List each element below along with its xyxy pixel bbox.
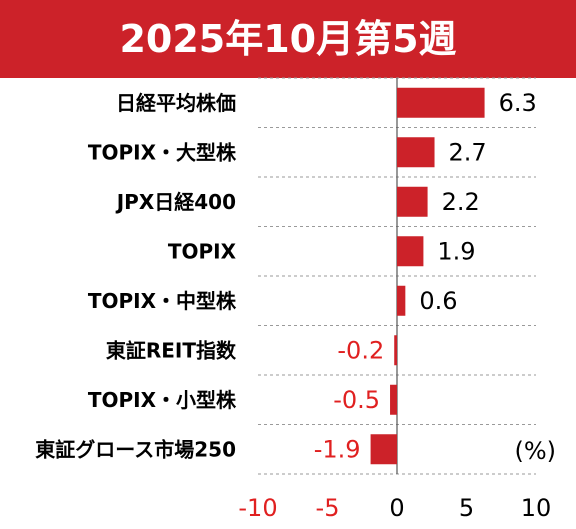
value-label: 6.3 [499, 89, 537, 117]
value-label: -0.2 [337, 336, 384, 364]
x-tick-label: 0 [389, 494, 404, 522]
category-label: 東証REIT指数 [106, 338, 237, 362]
bar [397, 186, 428, 217]
bar [397, 236, 424, 267]
x-tick-label: 5 [459, 494, 474, 522]
category-label: TOPIX [168, 239, 237, 263]
title-banner [0, 0, 576, 78]
category-label: 東証グロース市場250 [35, 437, 236, 461]
category-label: TOPIX・大型株 [88, 140, 237, 164]
chart-title: 2025年10月第5週 [119, 17, 457, 61]
value-label: 2.2 [442, 188, 480, 216]
category-label: TOPIX・中型株 [88, 289, 237, 313]
value-label: 2.7 [449, 138, 487, 166]
x-tick-label: 10 [521, 494, 552, 522]
value-label: -1.9 [314, 435, 361, 463]
x-tick-label: -5 [316, 494, 340, 522]
bar [397, 137, 435, 168]
bar [394, 335, 397, 366]
bar [397, 285, 406, 316]
value-label: 1.9 [437, 237, 475, 265]
bar [390, 384, 397, 415]
category-label: JPX日経400 [115, 190, 236, 214]
x-tick-label: -10 [238, 494, 277, 522]
category-label: TOPIX・小型株 [88, 388, 237, 412]
unit-label: (%) [514, 437, 556, 465]
category-label: 日経平均株価 [116, 91, 236, 115]
value-label: 0.6 [419, 287, 457, 315]
value-label: -0.5 [333, 386, 380, 414]
bar [397, 87, 485, 118]
bar [370, 434, 397, 465]
